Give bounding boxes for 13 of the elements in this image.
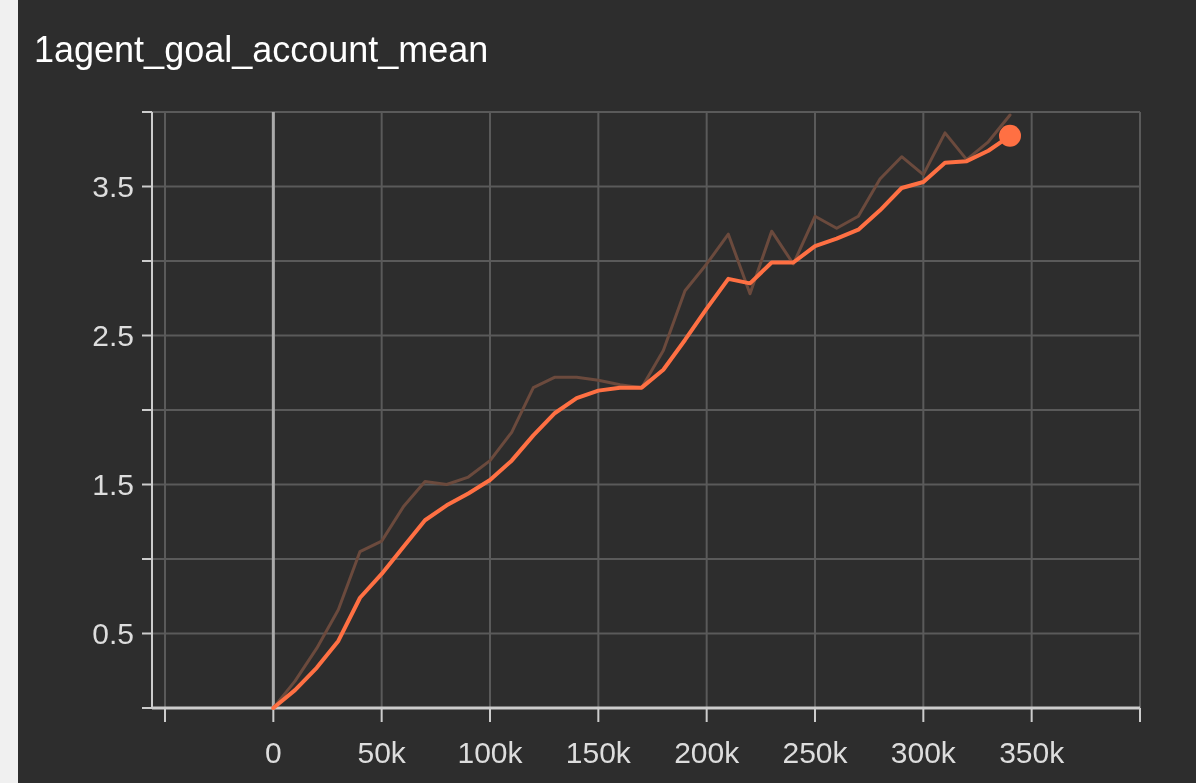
chart-title: 1agent_goal_account_mean [34, 29, 489, 70]
x-tick-label: 0 [264, 736, 282, 769]
y-tick-label: 2.5 [92, 319, 134, 352]
x-tick-label: 200k [674, 736, 741, 769]
x-tick-label: 150k [565, 736, 632, 769]
y-tick-label: 0.5 [92, 617, 134, 650]
x-tick-label: 50k [357, 736, 407, 769]
x-tick-label: 250k [782, 736, 849, 769]
x-tick-label: 100k [457, 736, 524, 769]
y-tick-label: 1.5 [92, 468, 134, 501]
x-tick-label: 350k [999, 736, 1066, 769]
x-tick-label: 300k [890, 736, 957, 769]
y-tick-label: 3.5 [92, 170, 134, 203]
